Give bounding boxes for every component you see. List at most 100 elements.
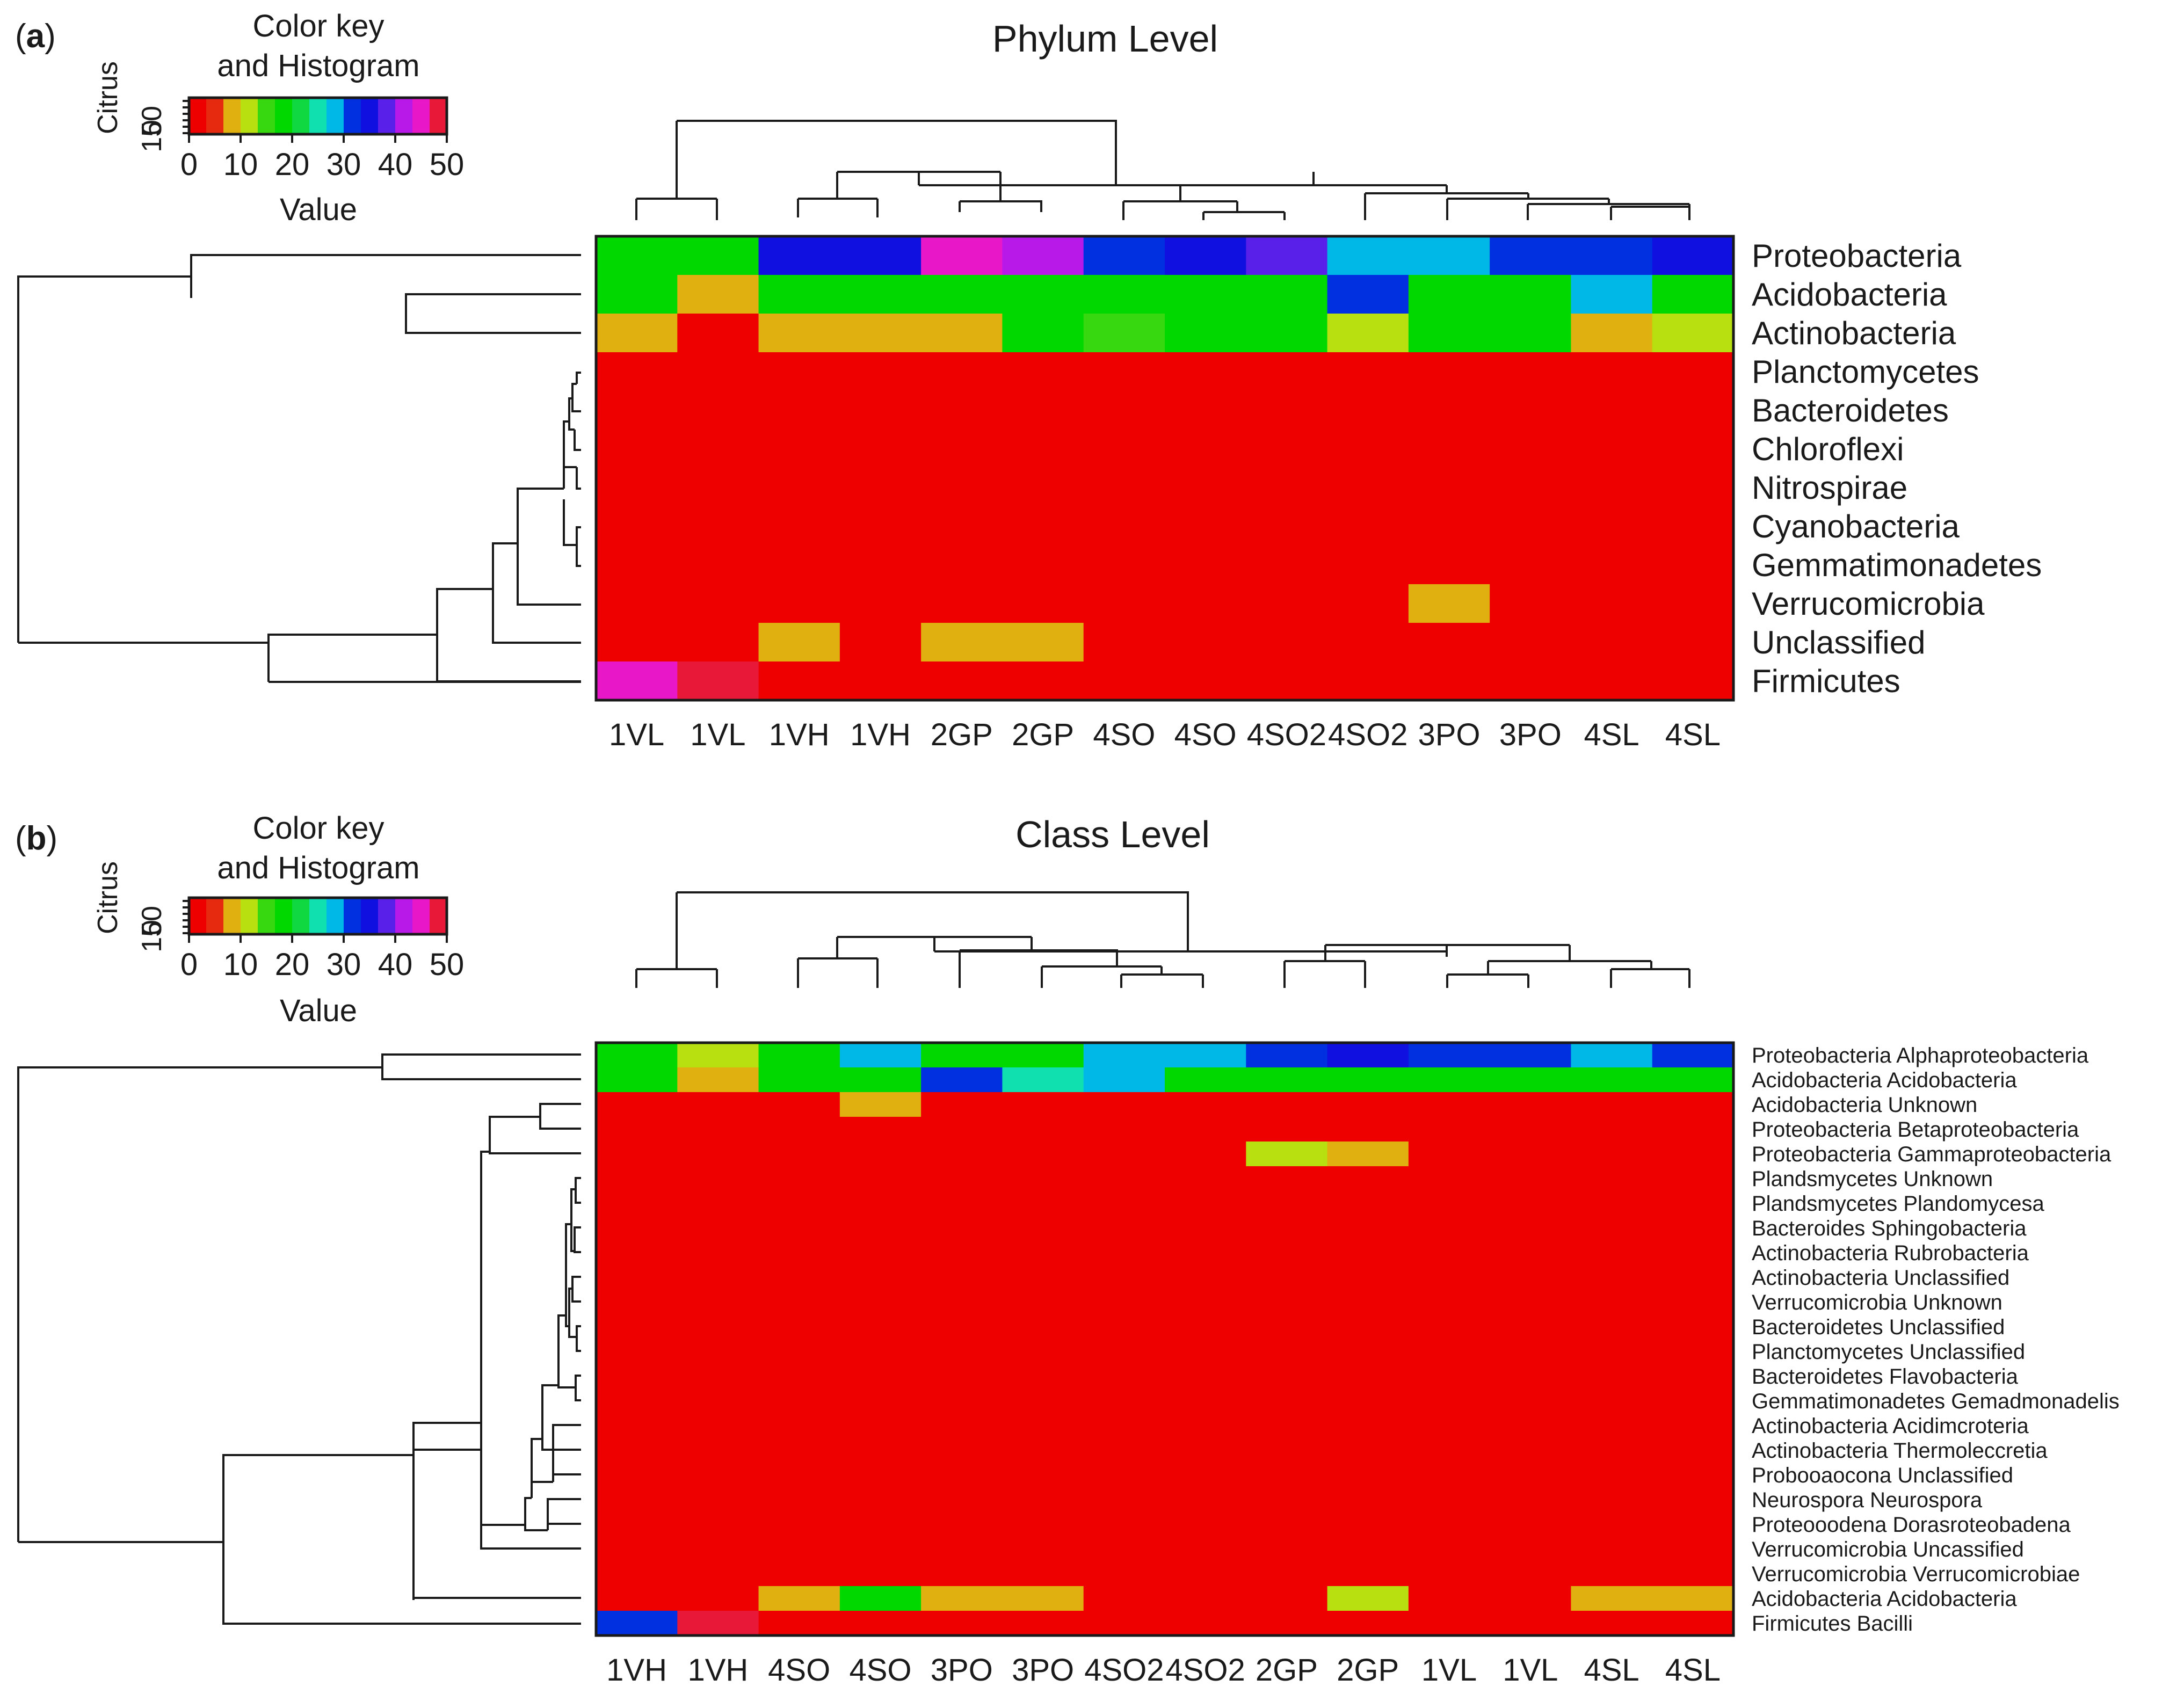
heatmap-cell	[839, 1364, 922, 1389]
key-tick-label: 20	[275, 947, 310, 982]
panel-a-column-dendrogram	[635, 120, 1690, 220]
row-label: Chloroflexi	[1752, 431, 1904, 467]
heatmap-cell	[758, 275, 840, 314]
heatmap-cell	[677, 1216, 759, 1241]
row-label: Verrucomicrobia Unknown	[1752, 1291, 2002, 1314]
heatmap-cell	[1490, 1166, 1572, 1191]
heatmap-cell	[1246, 1142, 1328, 1167]
heatmap-cell	[1652, 468, 1734, 507]
heatmap-cell	[1408, 1339, 1490, 1364]
heatmap-cell	[758, 1092, 840, 1117]
heatmap-cell	[921, 1092, 1003, 1117]
heatmap-cell	[596, 1240, 678, 1266]
heatmap-cell	[921, 1290, 1003, 1315]
panel-b-key-colorbar	[189, 898, 447, 934]
heatmap-cell	[1652, 1092, 1734, 1117]
heatmap-cell	[596, 1290, 678, 1315]
panel-b-column-dendrogram	[635, 891, 1690, 988]
heatmap-cell	[1246, 1413, 1328, 1438]
heatmap-cell	[596, 623, 678, 662]
heatmap-cell	[921, 1166, 1003, 1191]
key-color-segment	[361, 898, 379, 934]
heatmap-cell	[1571, 275, 1653, 314]
heatmap-cell	[1327, 1438, 1409, 1463]
key-tick-label: 50	[430, 147, 465, 182]
panel-b-class-heatmap: (b) Class Level Color key and Histogram …	[15, 811, 2120, 1688]
heatmap-cell	[677, 1438, 759, 1463]
heatmap-cell	[1002, 1092, 1084, 1117]
heatmap-cell	[596, 584, 678, 623]
heatmap-cell	[758, 391, 840, 430]
panel-a-row-labels: ProteobacteriaAcidobacteriaActinobacteri…	[1752, 238, 2042, 699]
heatmap-cell	[839, 546, 922, 585]
heatmap-cell	[839, 468, 922, 507]
panel-b-key-axis: 0 10 20 30 40 50	[180, 934, 464, 982]
heatmap-cell	[1246, 352, 1328, 391]
heatmap-cell	[1083, 1216, 1165, 1241]
heatmap-cell	[677, 1290, 759, 1315]
heatmap-cell	[839, 1166, 922, 1191]
heatmap-cell	[1246, 1043, 1328, 1068]
heatmap-cell	[596, 1265, 678, 1290]
panel-b-label: (b)	[15, 820, 57, 857]
heatmap-cell	[596, 1512, 678, 1537]
heatmap-cell	[1002, 1142, 1084, 1167]
heatmap-cell	[1408, 1586, 1490, 1611]
key-color-segment	[292, 98, 310, 134]
heatmap-cell	[1571, 1413, 1653, 1438]
heatmap-cell	[1327, 352, 1409, 391]
heatmap-cell	[1002, 1339, 1084, 1364]
panel-b-key-frame	[187, 896, 448, 936]
heatmap-cell	[1246, 623, 1328, 662]
key-color-segment	[378, 98, 396, 134]
heatmap-cell	[1002, 1487, 1084, 1513]
heatmap-cell	[677, 1092, 759, 1117]
heatmap-cell	[1652, 430, 1734, 469]
heatmap-cell	[1571, 236, 1653, 275]
row-label: Acidobacteria Acidobacteria	[1752, 1068, 2017, 1092]
heatmap-cell	[839, 1290, 922, 1315]
heatmap-cell	[1652, 1191, 1734, 1216]
column-label: 1VL	[690, 717, 745, 752]
heatmap-cell	[1327, 275, 1409, 314]
row-label: Bacteroidetes Unclassified	[1752, 1315, 2005, 1339]
heatmap-cell	[1083, 584, 1165, 623]
heatmap-cell	[758, 1191, 840, 1216]
heatmap-cell	[921, 1067, 1003, 1093]
heatmap-cell	[1571, 1092, 1653, 1117]
heatmap-cell	[596, 430, 678, 469]
heatmap-cell	[1327, 1117, 1409, 1142]
heatmap-cell	[839, 1043, 922, 1068]
panel-a-label: (a)	[15, 18, 56, 55]
heatmap-cell	[1246, 1117, 1328, 1142]
row-label: Bacteroidetes Flavobacteria	[1752, 1365, 2019, 1388]
row-label: Firmicutes Bacilli	[1752, 1612, 1913, 1635]
heatmap-cell	[1408, 1611, 1490, 1636]
heatmap-cell	[1571, 1142, 1653, 1167]
heatmap-cell	[1652, 1166, 1734, 1191]
heatmap-cell	[1083, 1043, 1165, 1068]
heatmap-cell	[921, 584, 1003, 623]
key-color-segment	[344, 98, 361, 134]
heatmap-cell	[596, 1117, 678, 1142]
heatmap-cell	[1571, 430, 1653, 469]
heatmap-cell	[921, 1117, 1003, 1142]
heatmap-cell	[1083, 1290, 1165, 1315]
heatmap-cell	[1165, 546, 1247, 585]
heatmap-cell	[1083, 661, 1165, 701]
heatmap-cell	[1571, 1364, 1653, 1389]
heatmap-cell	[921, 546, 1003, 585]
heatmap-cell	[1246, 1191, 1328, 1216]
heatmap-cell	[1571, 1043, 1653, 1068]
heatmap-cell	[758, 236, 840, 275]
heatmap-cell	[921, 1537, 1003, 1562]
heatmap-cell	[1408, 1512, 1490, 1537]
panel-b-key-xlabel: Value	[280, 993, 357, 1028]
key-tick-label: 10	[223, 147, 258, 182]
heatmap-cell	[1083, 1166, 1165, 1191]
heatmap-cell	[1083, 468, 1165, 507]
heatmap-cell	[1165, 1117, 1247, 1142]
heatmap-cell	[1327, 1191, 1409, 1216]
panel-b-row-labels: Proteobacteria AlphaproteobacteriaAcidob…	[1752, 1044, 2120, 1635]
heatmap-cell	[1408, 1364, 1490, 1389]
